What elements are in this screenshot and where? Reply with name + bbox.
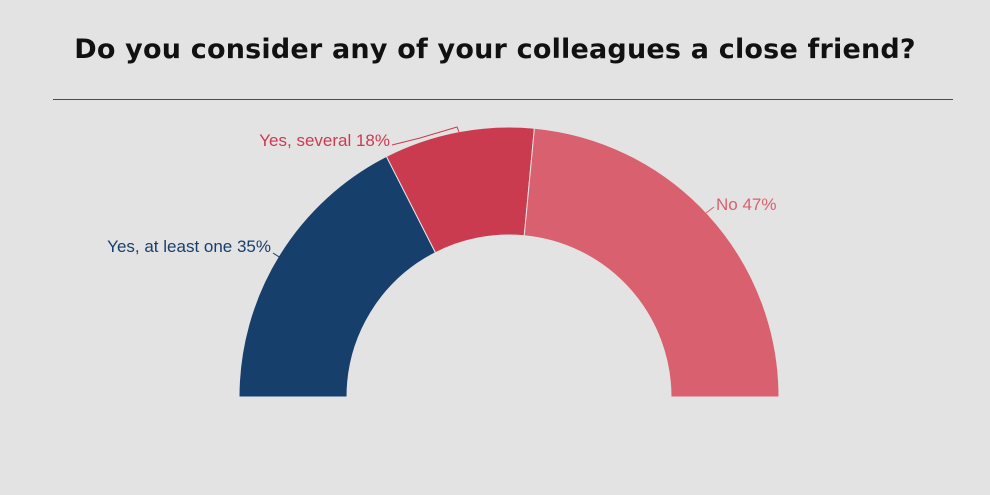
leader-line (391, 126, 460, 146)
slice-yes-at-least-one (238, 155, 437, 398)
title-divider (53, 99, 953, 100)
slice-label: Yes, several 18% (259, 131, 390, 150)
leader-line (272, 252, 288, 263)
labels-group: Yes, at least one 35% Yes, several 18% No … (107, 126, 776, 263)
slice-label: No 47% (716, 195, 776, 214)
leader-line (705, 206, 715, 214)
slice-no (523, 127, 780, 398)
chart-title: Do you consider any of your colleagues a… (74, 34, 916, 65)
slices-group (238, 126, 780, 398)
slice-label: Yes, at least one 35% (107, 237, 271, 256)
